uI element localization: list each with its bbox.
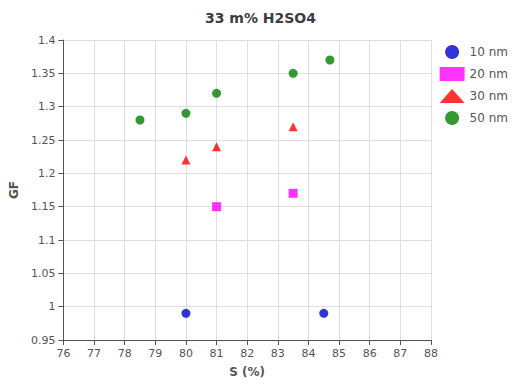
- svg-text:76: 76: [56, 347, 70, 360]
- svg-text:85: 85: [332, 347, 346, 360]
- svg-text:30 nm: 30 nm: [470, 89, 508, 103]
- svg-text:82: 82: [240, 347, 254, 360]
- svg-text:84: 84: [301, 347, 315, 360]
- svg-text:1.4: 1.4: [38, 34, 56, 47]
- svg-text:0.95: 0.95: [31, 334, 56, 347]
- svg-text:20 nm: 20 nm: [470, 67, 508, 81]
- svg-text:88: 88: [424, 347, 438, 360]
- svg-text:79: 79: [148, 347, 162, 360]
- svg-text:1: 1: [48, 300, 55, 313]
- svg-text:1.15: 1.15: [31, 200, 56, 213]
- svg-text:1.3: 1.3: [38, 100, 56, 113]
- svg-text:GF: GF: [7, 181, 21, 199]
- svg-text:1.25: 1.25: [31, 134, 56, 147]
- svg-text:1.1: 1.1: [38, 234, 56, 247]
- svg-text:33 m% H2SO4: 33 m% H2SO4: [205, 10, 316, 26]
- svg-text:81: 81: [210, 347, 224, 360]
- svg-text:87: 87: [393, 347, 407, 360]
- svg-text:77: 77: [87, 347, 101, 360]
- svg-text:S (%): S (%): [229, 365, 265, 379]
- svg-text:1.35: 1.35: [31, 67, 56, 80]
- svg-text:86: 86: [363, 347, 377, 360]
- svg-text:1.05: 1.05: [31, 267, 56, 280]
- svg-text:1.2: 1.2: [38, 167, 56, 180]
- svg-text:78: 78: [118, 347, 132, 360]
- svg-text:80: 80: [179, 347, 193, 360]
- svg-text:10 nm: 10 nm: [470, 45, 508, 59]
- svg-text:50 nm: 50 nm: [470, 111, 508, 125]
- svg-text:83: 83: [271, 347, 285, 360]
